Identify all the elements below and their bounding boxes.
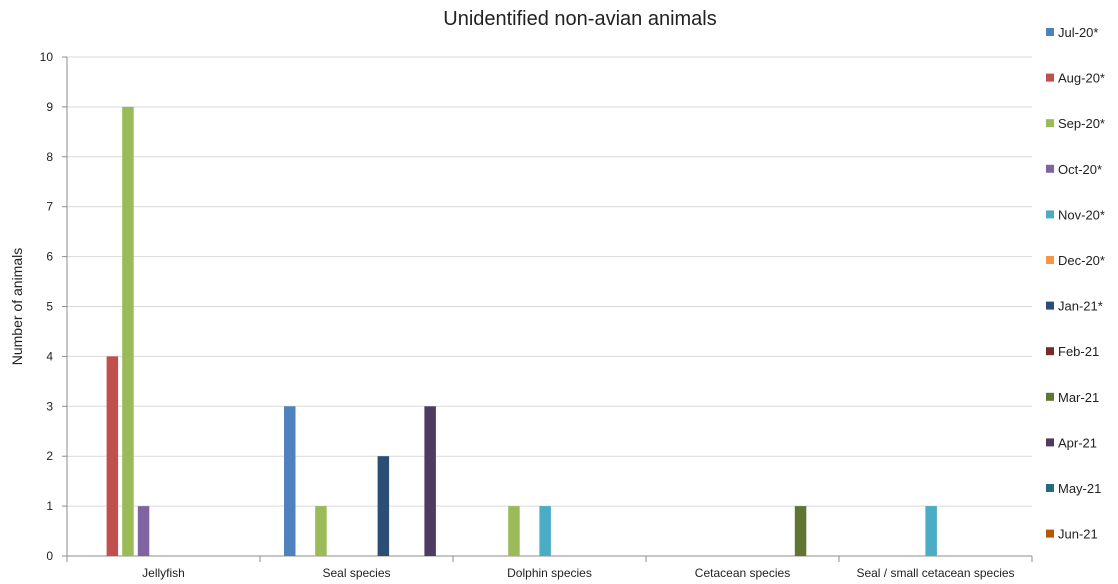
x-tick-label: Dolphin species (507, 566, 592, 580)
bar (106, 356, 119, 556)
x-tick-label: Cetacean species (695, 566, 790, 580)
y-tick-label: 8 (46, 150, 53, 164)
legend-label: Apr-21 (1058, 435, 1097, 450)
bar (122, 106, 134, 557)
bar (539, 506, 551, 556)
legend-swatch (1046, 164, 1054, 173)
y-tick-label: 6 (46, 250, 53, 264)
legend-label: Jul-20* (1058, 25, 1098, 40)
y-tick-label: 4 (46, 349, 53, 363)
legend-swatch (1046, 347, 1054, 356)
legend-label: Oct-20* (1058, 162, 1102, 177)
legend-label: May-21 (1058, 481, 1101, 496)
legend-swatch (1046, 210, 1054, 219)
y-tick-label: 0 (46, 549, 53, 563)
y-tick-label: 3 (46, 399, 53, 413)
bar (424, 406, 436, 556)
bar (284, 406, 296, 556)
bar (508, 506, 520, 556)
legend-swatch (1046, 392, 1054, 401)
legend-label: Sep-20* (1058, 116, 1105, 131)
y-tick-label: 2 (46, 449, 53, 463)
legend-swatch (1046, 119, 1054, 128)
x-tick-label: Seal / small cetacean species (856, 566, 1014, 580)
bar (925, 506, 937, 556)
y-tick-label: 10 (40, 50, 54, 64)
legend-label: Mar-21 (1058, 390, 1099, 405)
bar (315, 506, 327, 556)
y-axis-label: Number of animals (9, 248, 25, 366)
bar (377, 456, 390, 556)
legend-swatch (1046, 529, 1054, 538)
legend-swatch (1046, 256, 1054, 264)
legend-label: Jun-21 (1058, 527, 1098, 542)
y-tick-label: 1 (46, 499, 53, 513)
legend-swatch (1046, 484, 1054, 492)
legend-label: Nov-20* (1058, 207, 1105, 222)
legend-label: Aug-20* (1058, 71, 1105, 86)
bar (794, 506, 807, 556)
legend-swatch (1046, 301, 1054, 310)
y-tick-label: 9 (46, 100, 53, 114)
legend-swatch (1046, 28, 1054, 36)
legend-label: Feb-21 (1058, 344, 1099, 359)
x-tick-label: Seal species (322, 566, 390, 580)
chart-title: Unidentified non-avian animals (443, 8, 717, 30)
legend-swatch (1046, 73, 1054, 82)
legend-label: Jan-21* (1058, 299, 1103, 314)
y-tick-label: 5 (46, 300, 53, 314)
legend-swatch (1046, 438, 1054, 447)
bar (137, 506, 150, 556)
legend-label: Dec-20* (1058, 253, 1105, 268)
y-tick-label: 7 (46, 200, 53, 214)
x-tick-label: Jellyfish (142, 566, 185, 580)
